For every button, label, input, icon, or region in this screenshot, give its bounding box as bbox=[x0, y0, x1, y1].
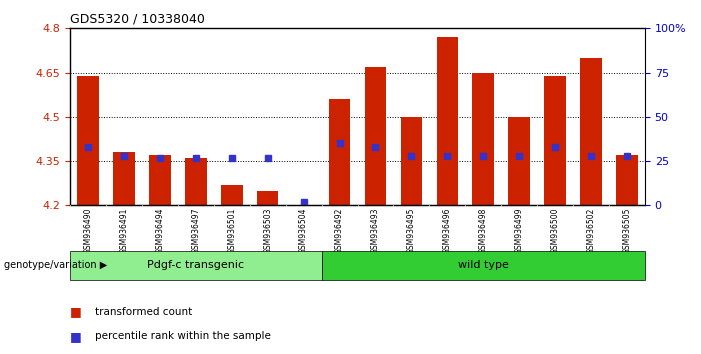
Text: GSM936490: GSM936490 bbox=[83, 207, 93, 254]
Text: genotype/variation ▶: genotype/variation ▶ bbox=[4, 261, 107, 270]
Text: GSM936496: GSM936496 bbox=[443, 207, 452, 254]
Bar bbox=[401, 117, 422, 205]
Bar bbox=[70, 251, 322, 280]
Bar bbox=[508, 117, 530, 205]
Bar bbox=[149, 155, 171, 205]
Text: GSM936500: GSM936500 bbox=[550, 207, 559, 254]
Text: GSM936502: GSM936502 bbox=[587, 207, 596, 254]
Text: GSM936504: GSM936504 bbox=[299, 207, 308, 254]
Text: GSM936498: GSM936498 bbox=[479, 207, 488, 254]
Text: GSM936494: GSM936494 bbox=[156, 207, 165, 254]
Text: GSM936493: GSM936493 bbox=[371, 207, 380, 254]
Bar bbox=[221, 185, 243, 205]
Bar bbox=[329, 99, 350, 205]
Text: GSM936499: GSM936499 bbox=[515, 207, 524, 254]
Text: GSM936505: GSM936505 bbox=[622, 207, 632, 254]
Text: GSM936497: GSM936497 bbox=[191, 207, 200, 254]
Bar bbox=[257, 190, 278, 205]
Bar bbox=[77, 75, 99, 205]
Bar bbox=[185, 158, 207, 205]
Bar bbox=[616, 155, 638, 205]
Bar bbox=[114, 152, 135, 205]
Bar bbox=[365, 67, 386, 205]
Text: transformed count: transformed count bbox=[95, 307, 192, 316]
Text: percentile rank within the sample: percentile rank within the sample bbox=[95, 331, 271, 341]
Text: GDS5320 / 10338040: GDS5320 / 10338040 bbox=[70, 13, 205, 26]
Text: ■: ■ bbox=[70, 330, 82, 343]
Bar bbox=[544, 75, 566, 205]
Bar bbox=[580, 58, 601, 205]
Text: GSM936501: GSM936501 bbox=[227, 207, 236, 254]
Text: Pdgf-c transgenic: Pdgf-c transgenic bbox=[147, 261, 245, 270]
Bar bbox=[437, 37, 458, 205]
Bar bbox=[472, 73, 494, 205]
Bar bbox=[322, 251, 645, 280]
Text: GSM936495: GSM936495 bbox=[407, 207, 416, 254]
Text: GSM936492: GSM936492 bbox=[335, 207, 344, 254]
Text: GSM936491: GSM936491 bbox=[119, 207, 128, 254]
Text: GSM936503: GSM936503 bbox=[263, 207, 272, 254]
Text: ■: ■ bbox=[70, 305, 82, 318]
Text: wild type: wild type bbox=[458, 261, 509, 270]
